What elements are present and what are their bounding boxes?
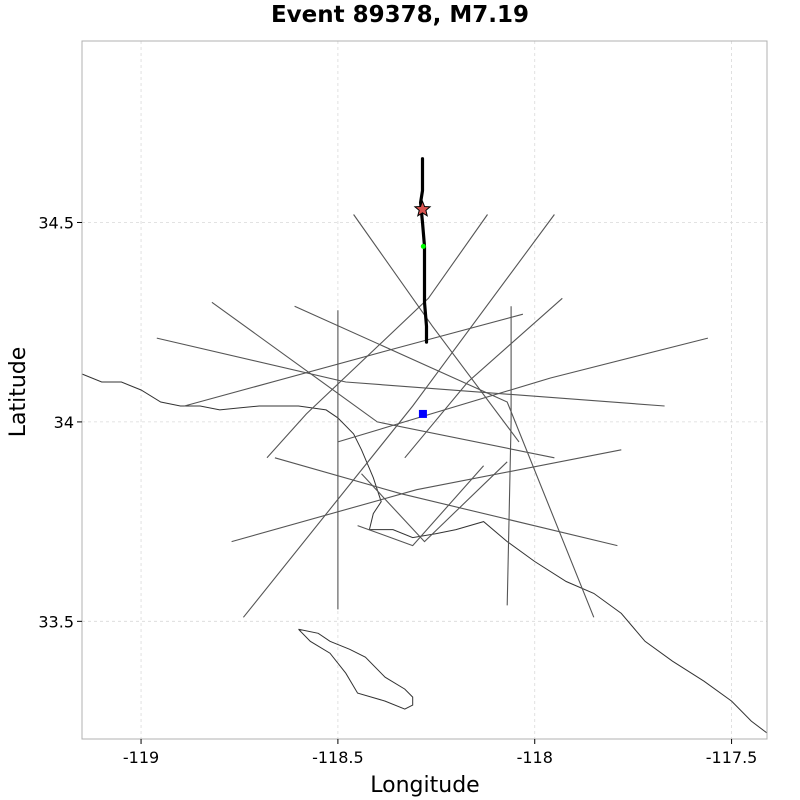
fault-trace [211, 301, 555, 459]
y-axis-ticks: 33.5 34 34.5 [38, 213, 82, 631]
fault-trace [353, 214, 520, 443]
fault-trace [361, 461, 508, 543]
x-axis-ticks: -119 -118.5 -118 -117.5 [123, 739, 757, 767]
fault-trace [242, 214, 555, 618]
fault-trace [184, 313, 524, 407]
fault-trace [156, 337, 665, 407]
x-tick-label: -118 [517, 748, 553, 767]
x-axis-label: Longitude [370, 773, 479, 798]
green-marker [420, 243, 426, 249]
plot-frame [81, 40, 768, 740]
fault-trace [274, 457, 618, 547]
fault-trace [337, 337, 709, 443]
fault-trace-layer [156, 214, 709, 618]
fault-trace [404, 297, 563, 459]
fault-trace [357, 465, 485, 547]
island-outline [298, 628, 414, 710]
y-tick-label: 33.5 [38, 612, 74, 631]
x-tick-label: -118.5 [312, 748, 364, 767]
y-tick-label: 34 [54, 413, 74, 432]
fault-trace [231, 449, 622, 543]
fault-trace [506, 306, 512, 606]
site-marker [418, 409, 427, 418]
fault-trace [266, 214, 488, 459]
y-axis-label: Latitude [6, 347, 31, 438]
fault-trace [294, 305, 595, 618]
hypocenter-star [413, 199, 432, 217]
marker-layer [413, 199, 432, 418]
y-tick-label: 34.5 [38, 213, 74, 232]
x-tick-label: -119 [123, 748, 159, 767]
x-tick-label: -117.5 [706, 748, 758, 767]
coastline [81, 373, 768, 734]
chart-title: Event 89378, M7.19 [271, 2, 529, 28]
coastline-layer [81, 373, 768, 734]
